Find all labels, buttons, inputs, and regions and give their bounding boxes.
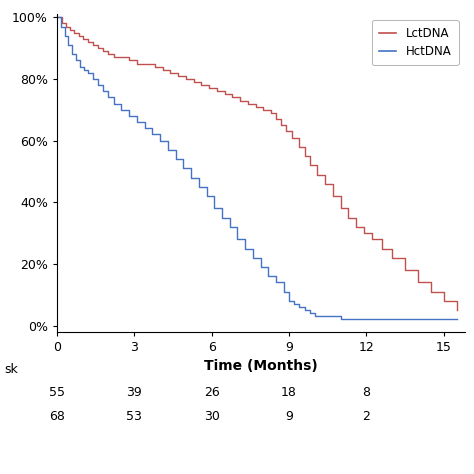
Text: 8: 8: [363, 386, 371, 399]
Text: 68: 68: [49, 410, 65, 423]
Text: 39: 39: [127, 386, 142, 399]
Text: 9: 9: [285, 410, 293, 423]
X-axis label: Time (Months): Time (Months): [204, 359, 318, 374]
Text: 26: 26: [204, 386, 219, 399]
Text: 30: 30: [204, 410, 219, 423]
Text: 2: 2: [363, 410, 370, 423]
Text: 55: 55: [49, 386, 65, 399]
Legend: LctDNA, HctDNA: LctDNA, HctDNA: [372, 20, 459, 65]
Text: 53: 53: [127, 410, 142, 423]
Text: 18: 18: [281, 386, 297, 399]
Text: sk: sk: [5, 363, 18, 375]
